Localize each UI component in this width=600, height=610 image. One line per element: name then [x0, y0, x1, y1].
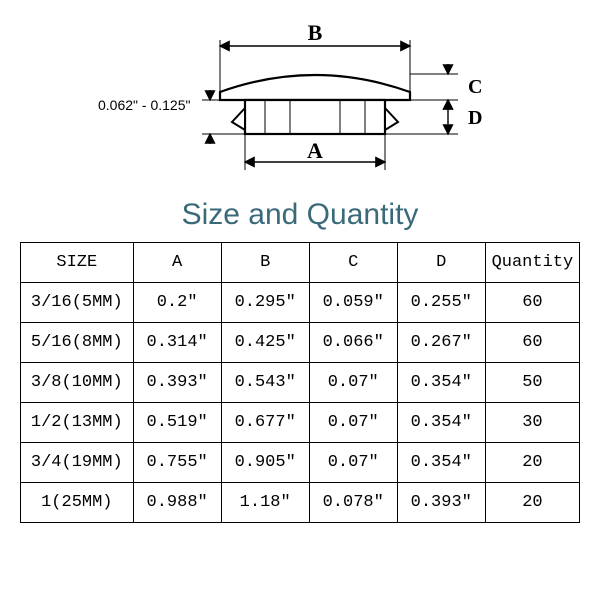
- page-root: B A C D 0.062" - 0.125" Size and Quantit…: [0, 10, 600, 610]
- cell-size: 3/4(19MM): [21, 443, 134, 483]
- cell-B: 0.677": [221, 403, 309, 443]
- dim-label-A: A: [307, 138, 323, 163]
- diagram-svg: B A C D 0.062" - 0.125": [90, 10, 510, 180]
- cell-qty: 20: [485, 443, 579, 483]
- col-size: SIZE: [21, 243, 134, 283]
- cell-C: 0.07": [309, 443, 397, 483]
- table-header-row: SIZE A B C D Quantity: [21, 243, 580, 283]
- cell-A: 0.519": [133, 403, 221, 443]
- table-row: 1/2(13MM) 0.519" 0.677" 0.07" 0.354" 30: [21, 403, 580, 443]
- cell-B: 0.295": [221, 283, 309, 323]
- size-table: SIZE A B C D Quantity 3/16(5MM) 0.2" 0.2…: [20, 242, 580, 523]
- table-row: 3/16(5MM) 0.2" 0.295" 0.059" 0.255" 60: [21, 283, 580, 323]
- cell-size: 1(25MM): [21, 483, 134, 523]
- cell-qty: 60: [485, 283, 579, 323]
- table-row: 1(25MM) 0.988" 1.18" 0.078" 0.393" 20: [21, 483, 580, 523]
- col-B: B: [221, 243, 309, 283]
- col-C: C: [309, 243, 397, 283]
- cell-A: 0.393": [133, 363, 221, 403]
- cell-qty: 20: [485, 483, 579, 523]
- col-quantity: Quantity: [485, 243, 579, 283]
- cell-C: 0.07": [309, 403, 397, 443]
- cell-D: 0.354": [397, 403, 485, 443]
- cap-body: [245, 100, 385, 134]
- cell-C: 0.066": [309, 323, 397, 363]
- cell-qty: 60: [485, 323, 579, 363]
- cell-qty: 50: [485, 363, 579, 403]
- snap-right: [385, 108, 398, 130]
- col-D: D: [397, 243, 485, 283]
- cell-qty: 30: [485, 403, 579, 443]
- cell-C: 0.078": [309, 483, 397, 523]
- cell-A: 0.988": [133, 483, 221, 523]
- snap-left: [232, 108, 245, 130]
- cell-B: 1.18": [221, 483, 309, 523]
- col-A: A: [133, 243, 221, 283]
- cell-B: 0.543": [221, 363, 309, 403]
- dim-label-C: C: [468, 76, 482, 98]
- table-row: 5/16(8MM) 0.314" 0.425" 0.066" 0.267" 60: [21, 323, 580, 363]
- cell-B: 0.425": [221, 323, 309, 363]
- cell-B: 0.905": [221, 443, 309, 483]
- table-row: 3/4(19MM) 0.755" 0.905" 0.07" 0.354" 20: [21, 443, 580, 483]
- cell-D: 0.354": [397, 363, 485, 403]
- section-heading: Size and Quantity: [0, 198, 600, 232]
- cell-D: 0.255": [397, 283, 485, 323]
- cell-A: 0.755": [133, 443, 221, 483]
- cell-A: 0.314": [133, 323, 221, 363]
- cell-A: 0.2": [133, 283, 221, 323]
- dim-label-D: D: [468, 107, 482, 129]
- cell-size: 5/16(8MM): [21, 323, 134, 363]
- dimension-diagram: B A C D 0.062" - 0.125": [90, 10, 510, 180]
- cell-size: 3/16(5MM): [21, 283, 134, 323]
- dim-label-B: B: [308, 20, 323, 45]
- cell-C: 0.07": [309, 363, 397, 403]
- cell-size: 3/8(10MM): [21, 363, 134, 403]
- cell-size: 1/2(13MM): [21, 403, 134, 443]
- table-row: 3/8(10MM) 0.393" 0.543" 0.07" 0.354" 50: [21, 363, 580, 403]
- panel-range-label: 0.062" - 0.125": [98, 97, 190, 113]
- table-body: 3/16(5MM) 0.2" 0.295" 0.059" 0.255" 60 5…: [21, 283, 580, 523]
- cap-dome: [220, 75, 410, 100]
- cell-D: 0.354": [397, 443, 485, 483]
- cell-D: 0.393": [397, 483, 485, 523]
- cell-D: 0.267": [397, 323, 485, 363]
- cell-C: 0.059": [309, 283, 397, 323]
